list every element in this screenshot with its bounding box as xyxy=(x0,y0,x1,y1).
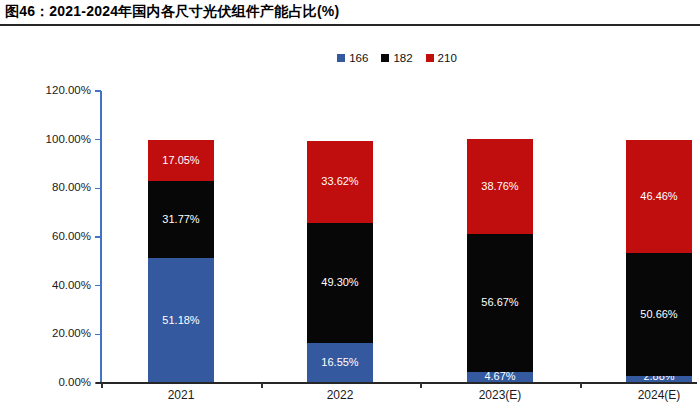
bar-value-label: 50.66% xyxy=(640,309,677,320)
legend-swatch-166-icon xyxy=(337,54,345,62)
legend-swatch-182-icon xyxy=(381,54,389,62)
x-category-label: 2023(E) xyxy=(479,388,522,402)
bar-segment-210: 46.46% xyxy=(626,140,692,253)
bar-segment-166: 16.55% xyxy=(307,343,373,383)
legend-item-182: 182 xyxy=(381,52,412,64)
chart-legend: 166 182 210 xyxy=(47,52,700,64)
bar-value-label: 46.46% xyxy=(640,191,677,202)
bar-segment-182: 49.30% xyxy=(307,223,373,343)
bar-segment-182: 50.66% xyxy=(626,253,692,376)
bar-value-label: 56.67% xyxy=(481,297,518,308)
y-tick-label: 120.00% xyxy=(0,84,91,96)
bar-value-label: 16.55% xyxy=(321,357,358,368)
legend-label-210: 210 xyxy=(438,52,457,64)
figure: 图46：2021-2024年国内各尺寸光伏组件产能占比(%) 166 182 2… xyxy=(0,0,700,410)
legend-item-166: 166 xyxy=(337,52,368,64)
x-axis-tick xyxy=(420,383,422,388)
x-category-label: 2021 xyxy=(168,388,195,402)
figure-title: 图46：2021-2024年国内各尺寸光伏组件产能占比(%) xyxy=(5,3,339,21)
bar-segment-182: 56.67% xyxy=(467,234,533,372)
legend-item-210: 210 xyxy=(426,52,457,64)
title-divider xyxy=(0,24,700,26)
legend-label-166: 166 xyxy=(349,52,368,64)
bar-segment-166: 51.18% xyxy=(148,258,214,383)
legend-label-182: 182 xyxy=(393,52,412,64)
bar-value-label: 51.18% xyxy=(162,315,199,326)
bar-value-label: 38.76% xyxy=(481,181,518,192)
y-tick-label: 20.00% xyxy=(0,327,91,339)
x-category-label: 2024(E) xyxy=(638,388,681,402)
y-tick-label: 60.00% xyxy=(0,230,91,242)
stacked-bar: 2.88%50.66%46.46% xyxy=(626,91,692,383)
bar-segment-210: 17.05% xyxy=(148,140,214,181)
bar-value-label: 17.05% xyxy=(162,155,199,166)
y-tick-label: 0.00% xyxy=(0,376,91,388)
stacked-bar: 51.18% 31.77% 17.05% xyxy=(148,91,214,383)
bar-segment-210: 38.76% xyxy=(467,139,533,233)
bar-value-label: 4.67% xyxy=(484,371,515,382)
bar-value-label: 31.77% xyxy=(162,214,199,225)
legend-swatch-210-icon xyxy=(426,54,434,62)
y-tick-label: 40.00% xyxy=(0,279,91,291)
stacked-bar: 4.67% 56.67% 38.76% xyxy=(467,91,533,383)
x-category-label: 2022 xyxy=(327,388,354,402)
y-tick-label: 100.00% xyxy=(0,133,91,145)
plot-area: 0.00%20.00%40.00%60.00%80.00%100.00%120.… xyxy=(101,91,697,383)
bar-segment-182: 31.77% xyxy=(148,181,214,258)
stacked-bar: 16.55% 49.30% 33.62% xyxy=(307,91,373,383)
bar-value-label: 33.62% xyxy=(321,176,358,187)
x-axis xyxy=(96,382,697,384)
y-axis xyxy=(100,91,102,383)
x-axis-tick xyxy=(580,383,582,388)
x-axis-tick xyxy=(101,383,103,388)
x-axis-tick xyxy=(261,383,263,388)
bar-value-label: 49.30% xyxy=(321,277,358,288)
y-tick-label: 80.00% xyxy=(0,181,91,193)
bar-segment-210: 33.62% xyxy=(307,141,373,223)
